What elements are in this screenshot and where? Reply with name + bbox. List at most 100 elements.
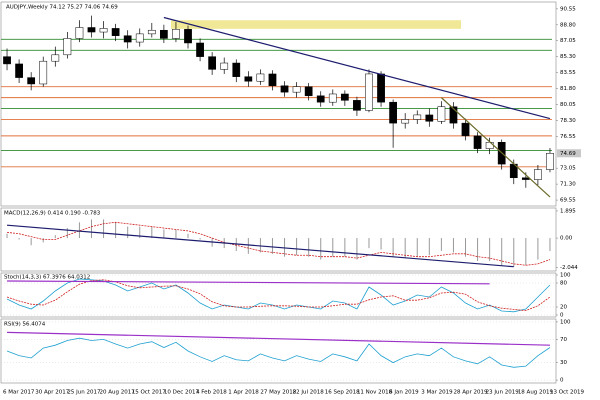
candle-body [365,73,373,111]
y-tick-label: 20 [560,305,567,311]
macd-bar [54,235,56,239]
candle-body [99,28,108,33]
macd-bar [163,229,165,239]
y-tick-label: 88.80 [560,22,576,28]
x-tick-label: 25 Jun 2017 [67,390,101,396]
trendline [163,16,551,120]
macd-title: MACD(12,26,9) 0.414 0.190 -0.783 [4,211,101,217]
zone [171,20,461,29]
candle-body [256,73,265,82]
y-tick-label: 85.30 [560,54,576,60]
candle-body [244,76,253,82]
x-tick-label: 23 Jun 2019 [486,390,520,396]
macd-bar [18,238,20,240]
y-tick-label: 100 [560,273,571,279]
candle-body [135,33,144,43]
y-tick-label: 80.05 [560,102,576,108]
candle-body [208,56,217,70]
candle-body [353,100,361,111]
candle-body [340,93,349,101]
trendline [7,280,490,285]
candle-body [268,73,277,87]
y-tick-label: 76.55 [560,134,576,140]
x-tick-label: 16 Sep 2018 [325,390,360,396]
macd-bar [151,226,153,239]
y-tick-label: 90.55 [560,6,576,12]
candle-body [521,177,530,180]
candle-body [316,95,325,103]
y-tick-label: 70 [560,337,567,343]
macd-bar [30,238,32,246]
candle-body [304,86,313,97]
macd-bar [103,219,105,239]
macd-bar [42,238,44,243]
macd-bar [271,238,273,254]
x-tick-label: 18 Aug 2019 [518,390,554,396]
macd-bar [380,238,382,250]
y-tick-label: 0.00 [560,236,573,242]
candle-body [401,119,410,124]
candle-body [389,101,397,124]
candle-body [63,38,72,56]
macd-bar [404,238,406,259]
x-tick-label: 3 Mar 2019 [421,390,453,396]
candle-body [437,106,446,122]
macd-bar [139,226,141,239]
macd-bar [199,238,201,240]
candle-body [75,27,84,39]
candle-body [413,114,422,120]
macd-panel [0,207,557,272]
macd-bar [477,238,479,261]
x-tick-label: 13 Oct 2019 [550,390,585,396]
macd-bar [175,229,177,239]
candle-body [87,27,96,33]
x-tick-label: 11 Nov 2018 [357,390,393,396]
stoch-d [6,279,551,312]
candle-body [3,56,11,65]
macd-bar [452,238,454,253]
y-tick-label: 69.55 [560,198,576,204]
candle-body [196,42,204,57]
x-tick-label: 15 Oct 2017 [132,390,167,396]
candle-body [147,29,156,35]
y-tick-label: 73.05 [560,166,576,172]
macd-bar [296,238,298,256]
macd-bar [489,238,491,261]
macd-bar [332,238,334,257]
candle-body [232,62,241,77]
macd-bar [416,238,418,257]
price-panel [0,1,557,207]
candle-body [473,135,482,149]
candle-body [534,169,542,180]
y-tick-label: -2.044 [560,265,578,271]
y-tick-label: 81.80 [560,86,576,92]
candle-body [328,93,337,103]
candle-body [27,77,36,85]
candle-body [39,60,48,85]
x-tick-label: 1 Apr 2018 [228,390,259,396]
macd-signal [6,221,551,266]
candle-body [377,73,385,103]
macd-bar [537,238,539,260]
macd-bar [344,238,346,257]
macd-bar [90,219,92,239]
rsi-line [6,337,551,368]
candle-body [292,86,301,93]
x-tick-label: 6 Jan 2019 [389,390,419,396]
candle-body [15,63,23,78]
candle-body [51,54,60,62]
candle-body [449,106,458,124]
y-tick-label: 0 [560,313,564,319]
trendline [440,97,551,198]
macd-bar [259,238,261,253]
y-tick-label: 83.55 [560,70,576,76]
current-price-label: 74.69 [560,151,576,157]
candle-body [123,35,132,43]
stoch-title: Stoch(14,3,3) 67.3976 64.0312 [4,275,90,281]
stoch-panel [0,272,557,318]
macd-bar [392,238,394,257]
candle-body [461,122,470,137]
macd-bar [501,238,503,266]
rsi-title: RSI(9) 56.4074 [4,322,46,328]
